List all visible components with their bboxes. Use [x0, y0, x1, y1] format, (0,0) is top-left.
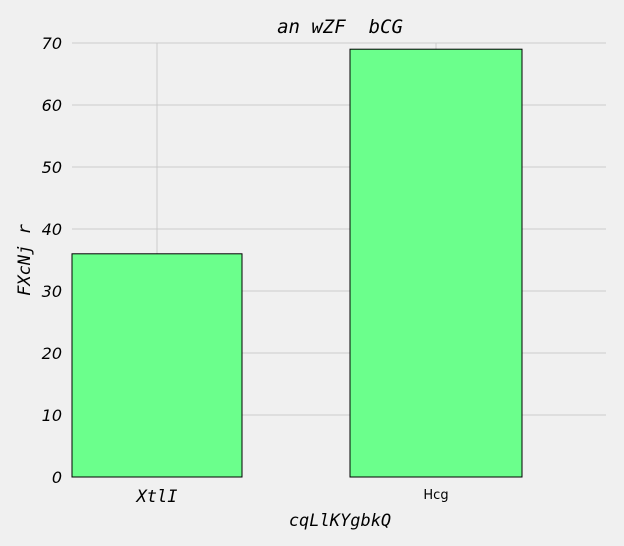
y-tick-label: 70 [42, 34, 62, 53]
y-tick-label: 10 [42, 406, 62, 425]
chart-title: an wZF bCG [277, 16, 403, 38]
y-tick-label: 40 [42, 220, 62, 239]
x-tick-labels: XtlI Hcg [135, 487, 449, 507]
x-tick-label: XtlI [135, 487, 178, 507]
y-tick-label: 20 [42, 344, 62, 363]
y-tick-labels: 0 10 20 30 40 50 60 70 [42, 34, 62, 487]
bar [349, 48, 523, 478]
y-axis-label: FXcNj r [15, 223, 35, 295]
y-tick-label: 30 [42, 282, 62, 301]
y-tick-label: 50 [42, 158, 62, 177]
y-tick-label: 60 [42, 96, 62, 115]
bars [71, 48, 523, 478]
y-tick-label: 0 [52, 468, 62, 487]
x-tick-label: Hcg [423, 488, 448, 503]
x-axis-label: cqLlKYgbkQ [289, 511, 391, 531]
bar [71, 253, 243, 478]
